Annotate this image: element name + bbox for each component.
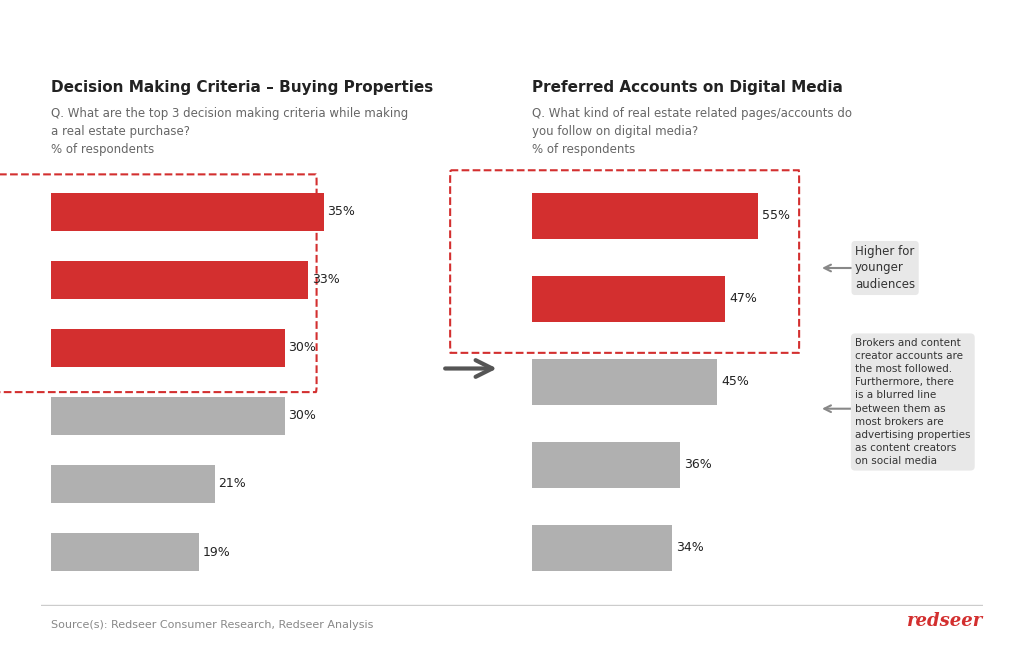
Text: Source(s): Redseer Consumer Research, Redseer Analysis: Source(s): Redseer Consumer Research, Re…: [51, 620, 374, 630]
Text: 36%: 36%: [684, 458, 712, 472]
Bar: [51, 533, 199, 571]
Bar: [532, 193, 758, 239]
Text: 35%: 35%: [328, 205, 355, 218]
Bar: [532, 525, 672, 571]
Text: Q. What kind of real estate related pages/accounts do
you follow on digital medi: Q. What kind of real estate related page…: [532, 107, 852, 156]
Text: 55%: 55%: [762, 210, 790, 222]
Text: redseer: redseer: [907, 612, 983, 630]
Bar: [51, 261, 308, 299]
Text: 30%: 30%: [289, 409, 316, 422]
Bar: [532, 442, 680, 488]
Text: 21%: 21%: [218, 478, 246, 490]
Text: Brokers and content
creator accounts are
the most followed.
Furthermore, there
i: Brokers and content creator accounts are…: [855, 338, 971, 466]
Bar: [51, 465, 215, 502]
Text: 45%: 45%: [721, 375, 749, 389]
Text: 19%: 19%: [203, 545, 230, 559]
Text: Q. What are the top 3 decision making criteria while making
a real estate purcha: Q. What are the top 3 decision making cr…: [51, 107, 409, 156]
Text: Higher for
younger
audiences: Higher for younger audiences: [855, 245, 915, 291]
Bar: [51, 329, 285, 366]
Text: 33%: 33%: [312, 273, 340, 286]
Text: 30%: 30%: [289, 342, 316, 354]
Bar: [532, 359, 717, 405]
Text: Preferred Accounts on Digital Media: Preferred Accounts on Digital Media: [532, 80, 844, 95]
Text: Decision Making Criteria – Buying Properties: Decision Making Criteria – Buying Proper…: [51, 80, 433, 95]
Text: 47%: 47%: [729, 292, 757, 306]
Bar: [51, 193, 324, 230]
Text: 34%: 34%: [676, 541, 703, 554]
Bar: [51, 397, 285, 435]
Bar: [532, 276, 725, 322]
